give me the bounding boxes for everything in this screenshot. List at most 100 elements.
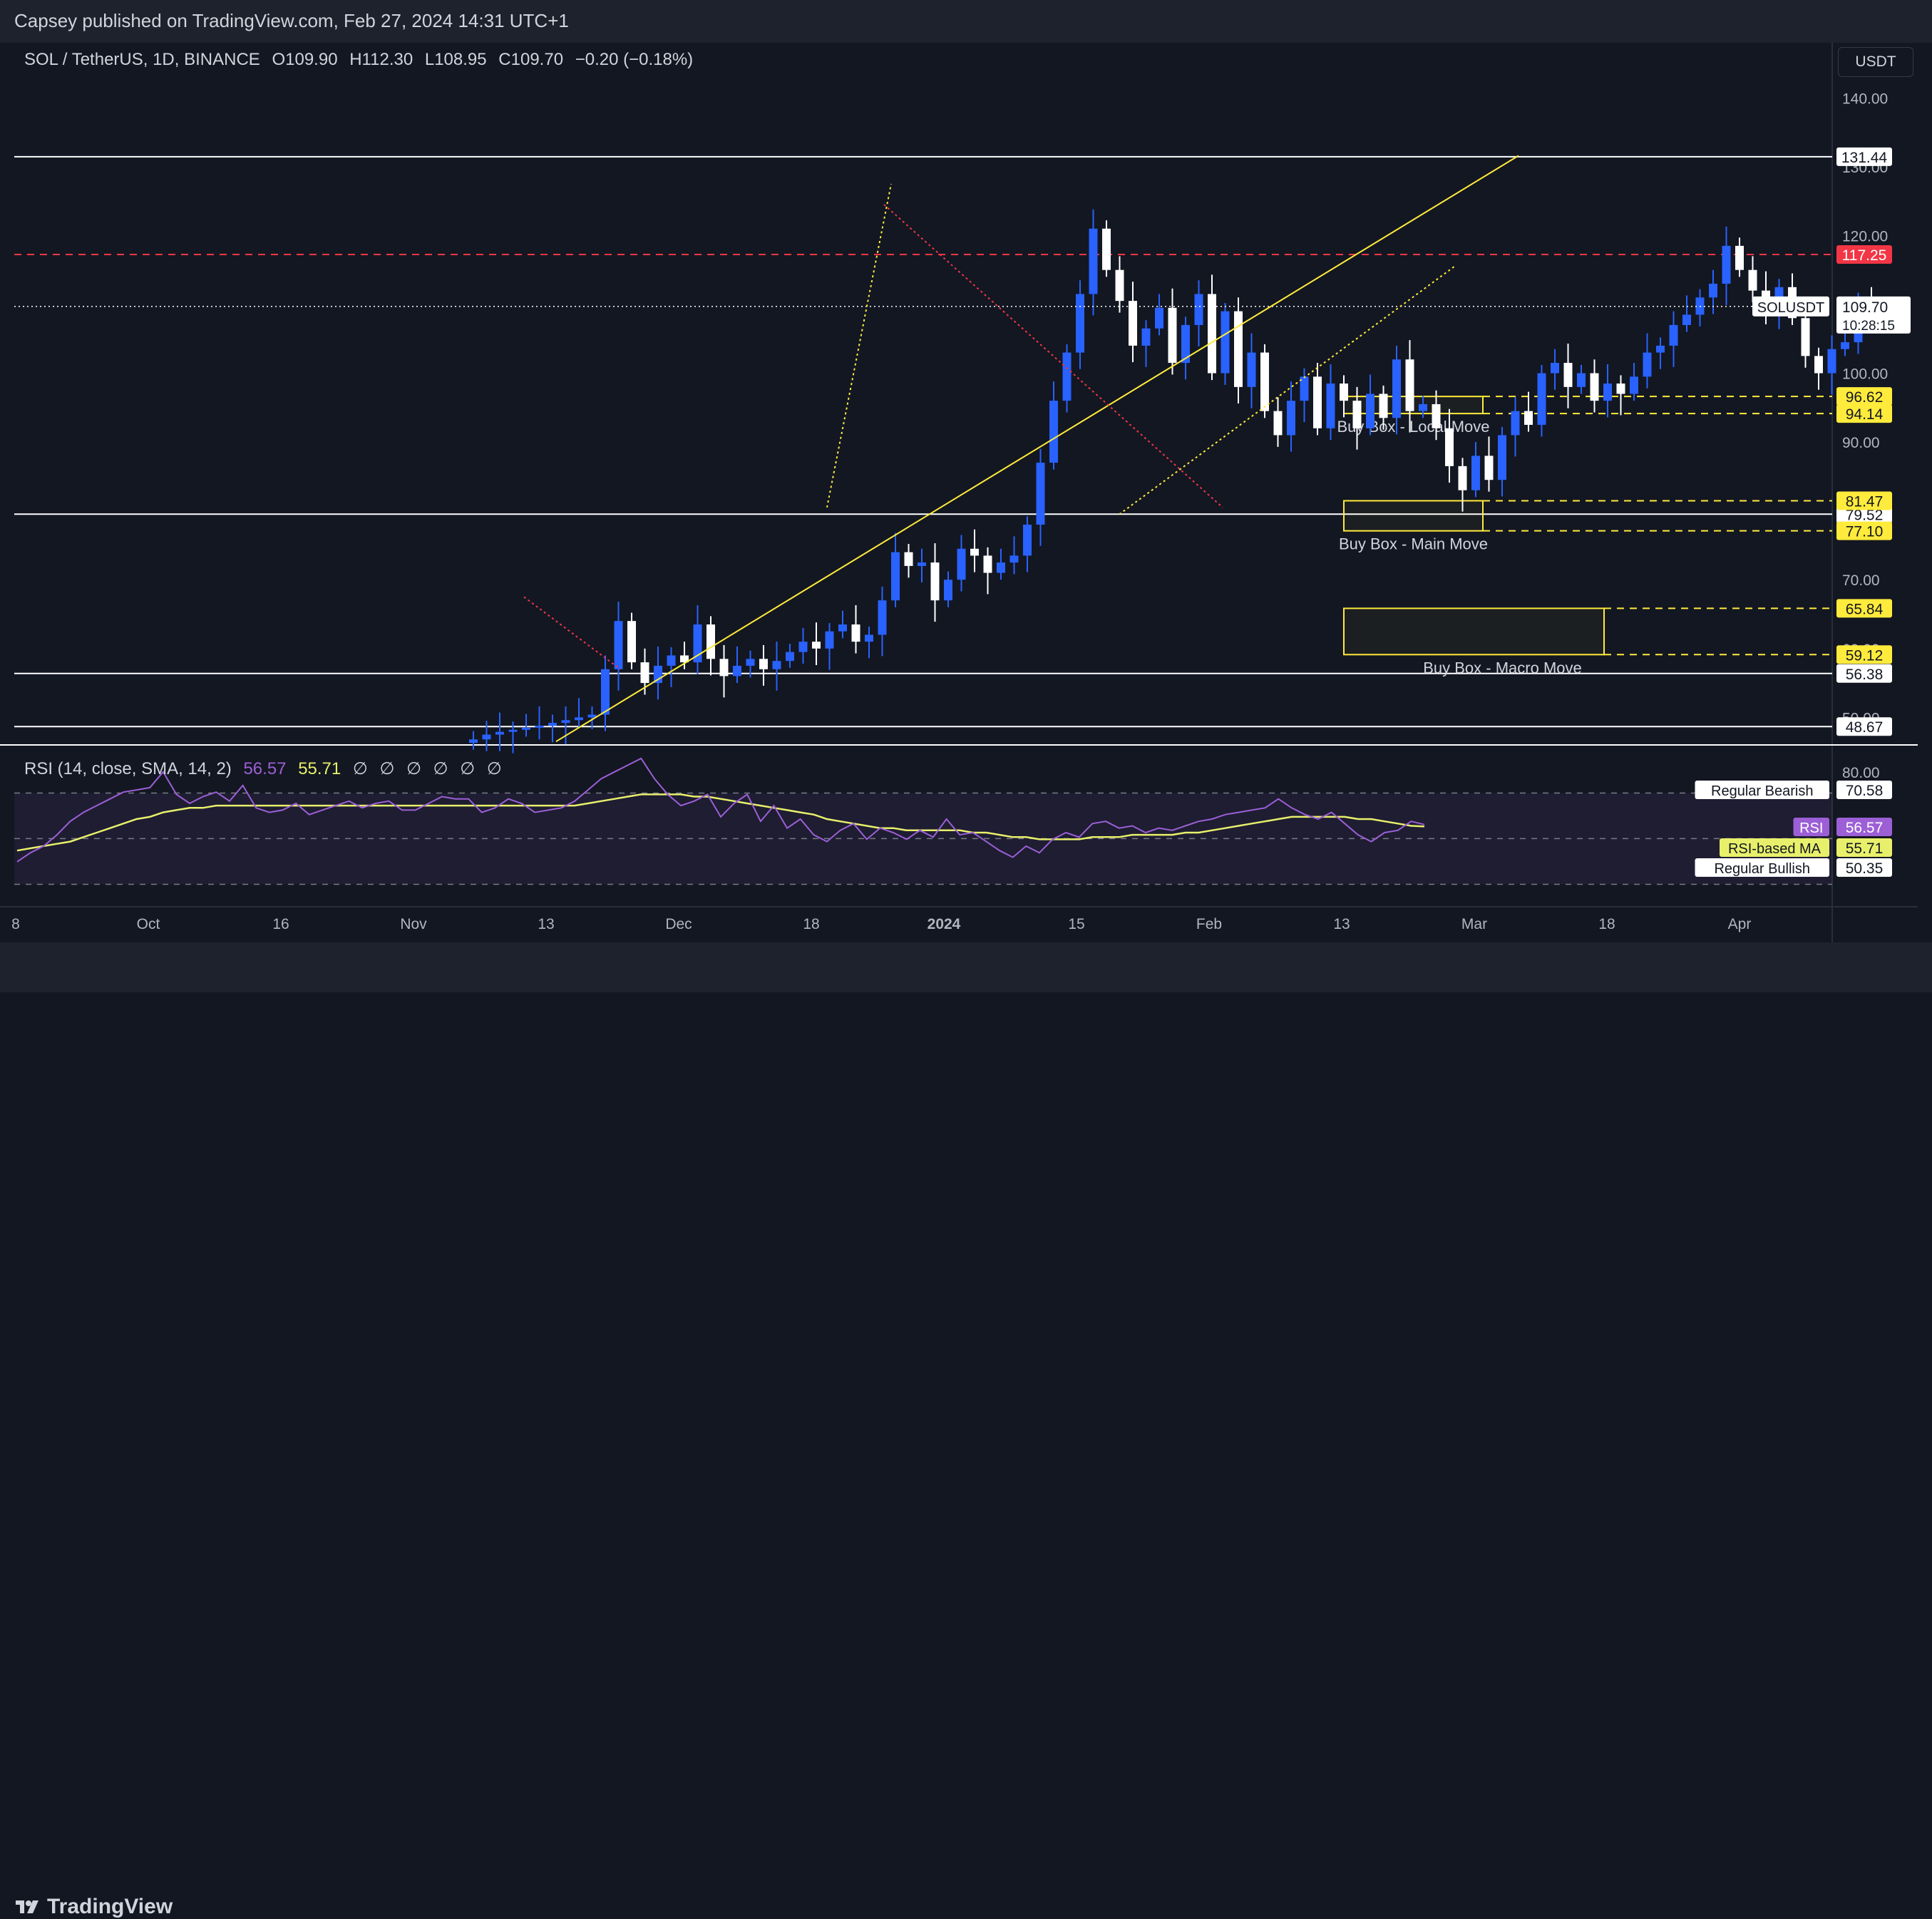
candle-body-1 [482,734,491,740]
candle-body-77 [1484,456,1494,480]
candle-body-34 [918,562,926,566]
candle-body-24 [786,652,794,662]
candle-body-88 [1630,376,1638,394]
published-info: Capsey published on TradingView.com, Feb… [14,10,569,31]
rsi-value-label-2: 55.71 [1846,840,1884,857]
candle-body-96 [1735,245,1744,270]
currency-button[interactable]: USDT [1838,47,1913,77]
rsi-axis-tick: 80.00 [1842,765,1880,781]
buy-box-label-2: Buy Box - Macro Move [1423,659,1582,676]
candle-body-7 [561,720,570,724]
candle-body-3 [508,729,518,732]
rsi-tag-2 [1720,838,1829,857]
candle-body-28 [838,624,847,632]
rsi-value-label-3: 50.35 [1846,860,1884,877]
symbol-title[interactable]: SOL / TetherUS, 1D, BINANCE [24,50,260,69]
level-label-4: 48.67 [1846,719,1884,736]
candle-body-74 [1445,428,1454,466]
candle-body-17 [693,624,702,663]
level-label-1: 117.25 [1842,247,1887,264]
buy-box-label-1: Buy Box - Main Move [1339,535,1488,553]
candle-body-52 [1155,307,1163,329]
time-tick-6: 18 [803,916,819,932]
candle-body-65 [1326,384,1335,428]
level-badge-1 [1836,245,1892,264]
candle-body-73 [1432,403,1441,428]
candle-body-63 [1300,376,1309,401]
tradingview-logo-icon [16,1900,38,1913]
time-tick-4: 13 [538,916,554,932]
candle-body-54 [1181,324,1190,364]
candle-body-22 [759,659,768,669]
countdown-label: 10:28:15 [1842,319,1895,334]
buy-box-top-label-1: 81.47 [1846,493,1884,510]
buy-box-label-0: Buy Box - Local Move [1337,418,1490,436]
candle-body-60 [1260,352,1269,411]
candle-body-0 [469,739,478,744]
candle-body-11 [614,621,623,669]
rsi-title[interactable]: RSI (14, close, SMA, 14, 2) [24,759,232,778]
candle-body-31 [878,600,887,635]
candle-body-86 [1603,384,1612,401]
buy-box-top-badge-2 [1836,599,1892,618]
buy-box-bottom-badge-1 [1836,521,1892,540]
candle-body-16 [680,655,689,663]
candle-body-87 [1616,384,1625,394]
price-tick-5: 70.00 [1842,572,1880,589]
level-label-0: 131.44 [1841,150,1888,166]
level-label-3: 56.38 [1846,667,1884,683]
candle-body-92 [1682,314,1691,325]
rsi-tag-1 [1793,818,1829,836]
rsi-value-badge-2 [1836,838,1892,857]
candle-body-61 [1273,411,1283,436]
rsi-value-badge-1 [1836,818,1892,836]
candle-body-70 [1392,359,1401,418]
candle-body-90 [1656,345,1665,353]
rsi-tag-3 [1695,858,1829,877]
tradingview-brand: TradingView [47,1895,173,1918]
price-tick-3: 100.00 [1842,366,1888,383]
candle-body-40 [997,562,1005,573]
candle-body-43 [1036,463,1045,525]
time-tick-8: 15 [1068,916,1084,932]
rsi-value: 56.57 [243,759,287,778]
candle-body-53 [1168,307,1177,364]
candle-body-84 [1577,373,1586,387]
level-label-2: 79.52 [1846,507,1884,523]
candle-body-66 [1340,384,1348,401]
candle-body-18 [706,624,715,659]
candle-body-83 [1563,363,1573,387]
candle-body-42 [1023,524,1032,556]
buy-box-1 [1343,500,1484,532]
time-tick-7: 2024 [928,916,961,932]
current-price-label: 109.70 [1842,299,1888,316]
rsi-value-badge-0 [1836,781,1892,799]
candle-body-5 [535,725,544,728]
candle-body-46 [1076,294,1084,353]
candle-body-50 [1129,301,1137,346]
low-value: L108.95 [424,50,487,69]
candle-body-81 [1537,373,1546,425]
na-flag-5: ∅ [460,759,476,778]
chart-canvas[interactable]: 140.00130.00120.00100.0090.0070.0060.005… [0,0,1932,942]
buy-box-2 [1343,607,1605,656]
candle-body-56 [1208,294,1216,374]
symbol-tag-label: SOLUSDT [1757,300,1824,316]
candle-body-59 [1247,352,1256,387]
time-tick-10: 13 [1333,916,1350,932]
time-tick-9: Feb [1196,916,1222,932]
price-tick-4: 90.00 [1842,435,1880,451]
tradingview-logo[interactable]: TradingView [14,1895,173,1919]
candle-body-97 [1748,269,1757,291]
candle-body-85 [1590,373,1599,401]
candle-body-20 [733,665,741,676]
buy-box-top-label-0: 96.62 [1846,389,1884,406]
rsi-value-label-1: 56.57 [1846,820,1884,836]
candle-body-69 [1379,393,1388,418]
candle-body-62 [1287,401,1295,436]
candle-body-41 [1009,555,1019,563]
rsi-ma-value: 55.71 [298,759,341,778]
buy-box-top-badge-1 [1836,491,1892,510]
candle-body-30 [865,634,873,642]
candle-body-39 [983,555,992,573]
